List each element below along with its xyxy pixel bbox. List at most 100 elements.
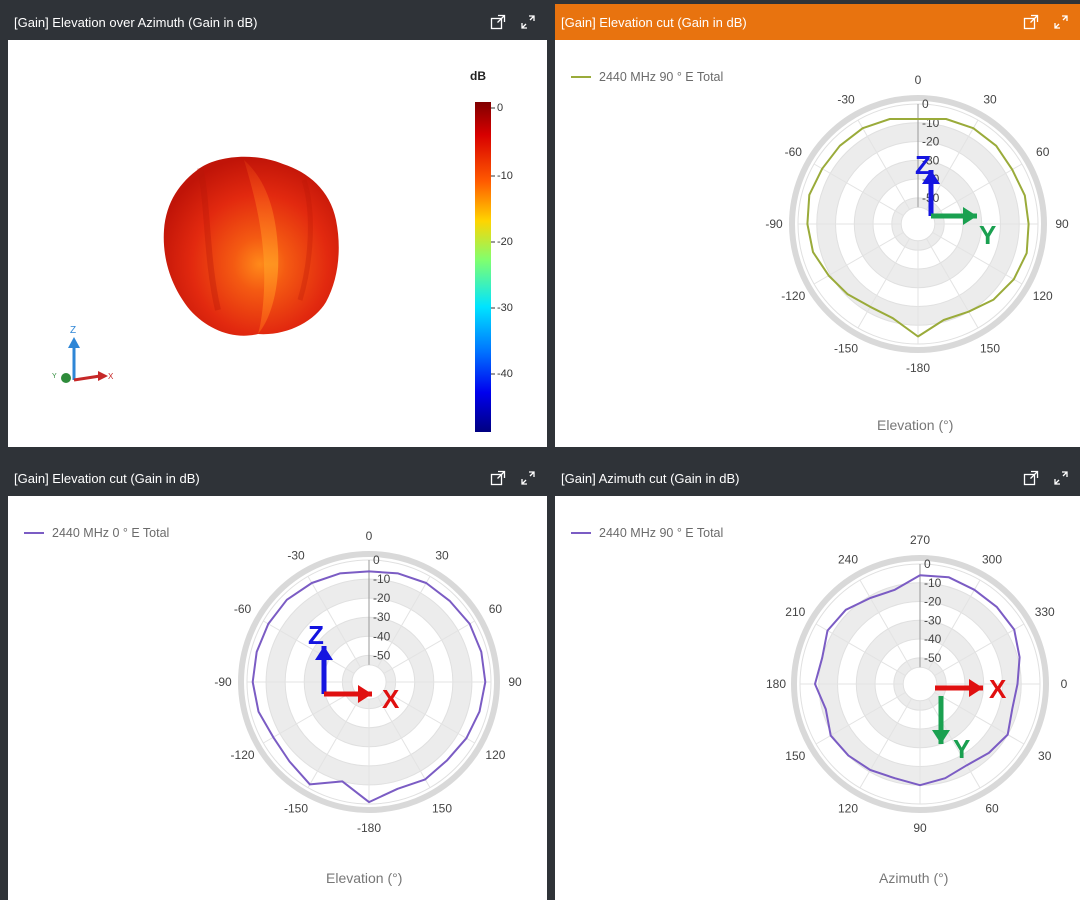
x-axis-label: X [382, 684, 400, 714]
polar-spoke [857, 238, 911, 329]
y-axis-arrow-head [963, 207, 977, 225]
colorbar-tick: -10 [497, 170, 513, 182]
series-line [806, 118, 1030, 338]
series-line [251, 570, 487, 804]
panel-elevation-cut-0: [Gain] Elevation cut (Gain in dB) 2440 M… [8, 460, 547, 900]
polar-chart[interactable]: 0-10-20-30-40-500306090120150-180-150-12… [555, 40, 1080, 410]
radial-tick-label: -30 [922, 153, 940, 167]
angle-tick-label: -60 [234, 602, 252, 616]
legend-swatch [571, 532, 591, 534]
polar-chart[interactable]: 0-10-20-30-40-500306090120150-180-150-12… [8, 496, 547, 866]
angle-tick-label: 150 [785, 749, 805, 763]
polar-spoke [934, 623, 1025, 677]
polar-spoke [934, 691, 1025, 745]
angle-tick-label: -180 [357, 821, 381, 835]
x-axis-arrow-head [969, 679, 983, 697]
panel-body: Z X Y dB 0 -10 -20 -30 -40 [8, 40, 547, 447]
radial-tick-label: -10 [922, 116, 940, 130]
panel-title: [Gain] Elevation cut (Gain in dB) [14, 470, 200, 486]
angle-tick-label: 0 [366, 529, 373, 543]
polar-center [902, 666, 938, 702]
panel-title: [Gain] Elevation cut (Gain in dB) [561, 14, 747, 30]
angle-tick-label: 90 [913, 821, 927, 835]
panel-header: [Gain] Azimuth cut (Gain in dB) [555, 460, 1080, 496]
maximize-icon[interactable] [1050, 467, 1072, 489]
colorbar: dB 0 -10 -20 -30 -40 [470, 69, 513, 432]
angle-tick-label: 180 [766, 677, 786, 691]
angle-tick-label: -30 [837, 92, 855, 106]
panel-elevation-cut-90: [Gain] Elevation cut (Gain in dB) 2440 M… [555, 4, 1080, 447]
angle-tick-label: -90 [214, 675, 232, 689]
polar-spoke [383, 620, 475, 674]
angle-tick-label: 30 [1038, 749, 1052, 763]
z-axis-arrow-head [922, 170, 940, 184]
colorbar-tick: -40 [497, 368, 513, 380]
popout-icon[interactable] [487, 467, 509, 489]
polar-spoke [932, 163, 1023, 217]
y-axis-arrow-head [932, 730, 950, 744]
polar-spoke [377, 696, 431, 788]
colorbar-tick: -30 [497, 302, 513, 314]
radial-tick-label: -10 [924, 576, 942, 590]
angle-tick-label: 300 [982, 552, 1002, 566]
triad-z-label: Z [70, 325, 76, 336]
maximize-icon[interactable] [517, 11, 539, 33]
chart-legend[interactable]: 2440 MHz 0 ° E Total [24, 526, 169, 540]
panel-body: 2440 MHz 0 ° E Total 0 -10 -20 -30 -40 -50 0 30… [8, 496, 547, 900]
colorbar-tick: -20 [497, 236, 513, 248]
radial-tick-label: -50 [924, 651, 942, 665]
maximize-icon[interactable] [1050, 11, 1072, 33]
chart-legend[interactable]: 2440 MHz 90 ° E Total [571, 526, 723, 540]
angle-tick-label: 60 [985, 802, 999, 816]
popout-icon[interactable] [487, 11, 509, 33]
panel-title: [Gain] Azimuth cut (Gain in dB) [561, 470, 740, 486]
popout-icon[interactable] [1020, 467, 1042, 489]
x-axis-label: X [989, 674, 1007, 704]
polar-spoke [377, 576, 431, 668]
angle-tick-label: 60 [1036, 145, 1050, 159]
legend-swatch [571, 76, 591, 78]
angle-tick-label: 60 [489, 602, 503, 616]
angle-tick-label: 30 [983, 92, 997, 106]
maximize-icon[interactable] [517, 467, 539, 489]
chart-legend[interactable]: 2440 MHz 90 ° E Total [571, 70, 723, 84]
colorbar-unit: dB [470, 69, 486, 83]
angle-tick-label: 240 [838, 552, 858, 566]
z-axis-label: Z [915, 150, 931, 180]
panel-header: [Gain] Elevation over Azimuth (Gain in d… [8, 4, 547, 40]
radial-tick-label: -40 [373, 629, 391, 643]
polar-spoke [813, 163, 904, 217]
polar-spoke [383, 690, 475, 744]
angle-tick-label: -150 [834, 342, 858, 356]
polar-spoke [307, 576, 361, 668]
angle-tick-label: 330 [1035, 605, 1055, 619]
angle-tick-label: 210 [785, 605, 805, 619]
popout-icon[interactable] [1020, 11, 1042, 33]
polar-chart[interactable]: 0 -10 -20 -30 -40 -50 0 30 60 90 120 150 180 210 240 27… [555, 496, 1080, 866]
angle-tick-label: 270 [910, 533, 930, 547]
radial-tick-label: -10 [373, 572, 391, 586]
angle-tick-label: 120 [485, 748, 505, 762]
radial-tick-label: -30 [924, 613, 942, 627]
radial-tick-label: 0 [924, 557, 931, 571]
colorbar-tick: 0 [497, 102, 503, 114]
panel-body: 2440 MHz 90 ° E Total 0-10-20-30-40-5003… [555, 40, 1080, 447]
angle-tick-label: -30 [287, 549, 305, 563]
z-axis-label: Z [308, 620, 324, 650]
legend-label: 2440 MHz 0 ° E Total [52, 526, 170, 540]
triad-x-label: X [108, 372, 114, 381]
angle-tick-label: -60 [785, 145, 803, 159]
radial-tick-label: 0 [922, 97, 929, 111]
angle-tick-label: 150 [980, 342, 1000, 356]
angle-tick-label: -120 [781, 289, 805, 303]
polar-spoke [263, 690, 355, 744]
pattern-3d-canvas[interactable]: Z X Y dB 0 -10 -20 -30 -40 [8, 40, 547, 447]
polar-spoke [925, 238, 979, 329]
angle-tick-label: 30 [435, 549, 449, 563]
panel-3d-pattern: [Gain] Elevation over Azimuth (Gain in d… [8, 4, 547, 447]
axis-title: Elevation (°) [877, 417, 954, 433]
panel-header: [Gain] Elevation cut (Gain in dB) [555, 4, 1080, 40]
triad-y-label: Y [52, 373, 57, 380]
polar-spoke [307, 696, 361, 788]
